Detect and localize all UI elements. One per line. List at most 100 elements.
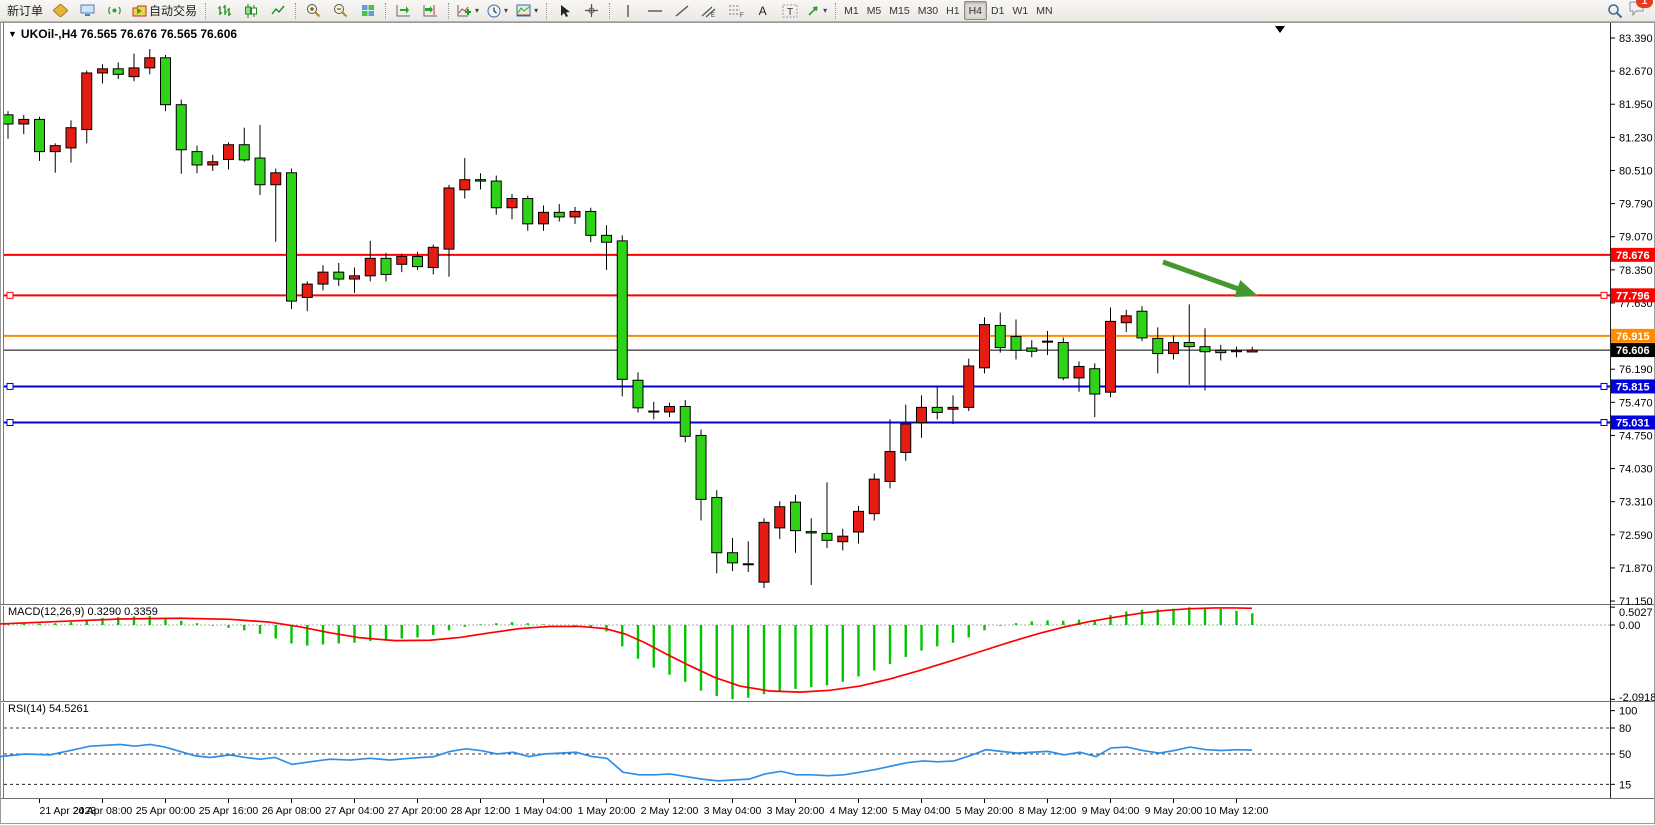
tab-timeframe-h4[interactable]: H4 <box>963 1 988 20</box>
candle-body[interactable] <box>443 187 455 250</box>
channel-icon[interactable]: E <box>695 0 722 21</box>
tab-timeframe-m1[interactable]: M1 <box>844 4 859 17</box>
horizontal-line-icon[interactable] <box>641 0 668 21</box>
vertical-line-icon[interactable] <box>614 0 641 21</box>
candle-body[interactable] <box>1136 310 1148 339</box>
candle-body[interactable] <box>459 179 471 191</box>
candle-body[interactable] <box>160 57 171 106</box>
candle-body[interactable] <box>270 172 282 186</box>
candle-body[interactable] <box>1026 347 1038 352</box>
tab-timeframe-m30[interactable]: M30 <box>917 4 939 17</box>
candle-body[interactable] <box>853 510 864 533</box>
candle-body[interactable] <box>286 172 297 302</box>
candle-body[interactable] <box>538 211 549 225</box>
candle-body[interactable] <box>112 68 124 75</box>
candle-body[interactable] <box>34 118 45 153</box>
candle-body[interactable] <box>1246 349 1258 353</box>
candle-body[interactable] <box>191 151 203 166</box>
annotation-arrow[interactable] <box>1162 259 1246 294</box>
candle-body[interactable] <box>553 211 565 218</box>
candle-body[interactable] <box>475 179 486 182</box>
arrows-tool-button[interactable]: ▾ <box>803 0 831 21</box>
candle-body[interactable] <box>254 157 266 186</box>
candle-body[interactable] <box>569 210 581 218</box>
candle-body[interactable] <box>947 406 959 410</box>
candle-body[interactable] <box>837 535 849 543</box>
cursor-icon[interactable] <box>551 0 578 21</box>
fibonacci-icon[interactable]: F <box>722 0 749 21</box>
candle-body[interactable] <box>601 234 612 243</box>
candle-body[interactable] <box>1073 365 1085 379</box>
candle-body[interactable] <box>1231 349 1242 353</box>
gold-diamond-icon[interactable] <box>47 0 74 21</box>
crosshair-icon[interactable] <box>578 0 605 21</box>
tab-timeframe-h1[interactable]: H1 <box>946 4 960 17</box>
candle-body[interactable] <box>963 365 975 408</box>
candle-body[interactable] <box>506 198 518 209</box>
candle-body[interactable] <box>3 114 14 125</box>
candle-body[interactable] <box>1042 340 1053 343</box>
text-tool[interactable]: A <box>758 3 767 18</box>
candle-body[interactable] <box>349 275 360 280</box>
candle-body[interactable] <box>223 144 234 160</box>
candle-body[interactable] <box>1105 320 1116 393</box>
candle-body[interactable] <box>884 451 896 482</box>
candle-body[interactable] <box>805 531 817 534</box>
candle-body[interactable] <box>727 552 738 564</box>
candle-body[interactable] <box>679 405 691 437</box>
candle-body[interactable] <box>144 57 156 69</box>
line-chart-icon[interactable] <box>264 0 291 21</box>
candle-body[interactable] <box>490 180 502 209</box>
candle-body[interactable] <box>695 434 707 500</box>
auto-scroll-icon[interactable] <box>390 0 417 21</box>
candle-body[interactable] <box>396 256 408 265</box>
tab-timeframe-m5[interactable]: M5 <box>866 4 882 17</box>
line-handle[interactable] <box>1600 382 1608 390</box>
candle-body[interactable] <box>900 423 912 453</box>
autotrade-button[interactable]: 自动交易 <box>128 0 201 21</box>
candle-body[interactable] <box>664 405 675 413</box>
tile-windows-icon[interactable] <box>354 0 381 21</box>
candle-body[interactable] <box>427 246 439 269</box>
candle-body[interactable] <box>317 271 329 285</box>
search-icon[interactable] <box>1601 0 1628 21</box>
candle-body[interactable] <box>238 144 250 161</box>
periods-button[interactable]: ▾ <box>483 0 512 21</box>
candle-body[interactable] <box>18 118 30 125</box>
candle-chart-icon[interactable] <box>237 0 264 21</box>
signal-icon[interactable] <box>101 0 128 21</box>
candle-body[interactable] <box>412 256 423 268</box>
text-label-tool[interactable]: T <box>776 0 803 21</box>
candle-body[interactable] <box>1183 342 1195 348</box>
line-handle[interactable] <box>6 419 14 427</box>
tab-timeframe-w1[interactable]: W1 <box>1012 4 1029 17</box>
line-handle[interactable] <box>6 382 14 390</box>
chart-shift-icon[interactable] <box>417 0 444 21</box>
candle-body[interactable] <box>364 257 376 277</box>
line-handle[interactable] <box>6 291 14 299</box>
add-indicator-button[interactable]: ▾ <box>453 0 483 21</box>
tab-timeframe-mn[interactable]: MN <box>1036 4 1053 17</box>
candle-body[interactable] <box>774 506 786 529</box>
candle-body[interactable] <box>1010 336 1022 351</box>
bar-chart-icon[interactable] <box>210 0 237 21</box>
candle-body[interactable] <box>616 240 628 380</box>
candle-body[interactable] <box>994 325 1006 349</box>
candle-body[interactable] <box>648 410 660 413</box>
candle-body[interactable] <box>301 283 313 298</box>
candles[interactable] <box>3 49 1258 589</box>
candle-body[interactable] <box>979 324 990 369</box>
tab-timeframe-m15[interactable]: M15 <box>889 4 910 17</box>
candle-body[interactable] <box>81 72 93 131</box>
candle-body[interactable] <box>522 198 534 225</box>
candle-body[interactable] <box>380 257 392 275</box>
level-lines[interactable] <box>4 253 1610 427</box>
scroll-position-marker[interactable] <box>1275 26 1285 33</box>
candle-body[interactable] <box>1168 342 1179 355</box>
template-button[interactable]: ▾ <box>512 0 542 21</box>
candle-body[interactable] <box>821 532 833 541</box>
zoom-out-icon[interactable] <box>327 0 354 21</box>
candle-body[interactable] <box>207 161 219 166</box>
candle-body[interactable] <box>175 104 187 151</box>
